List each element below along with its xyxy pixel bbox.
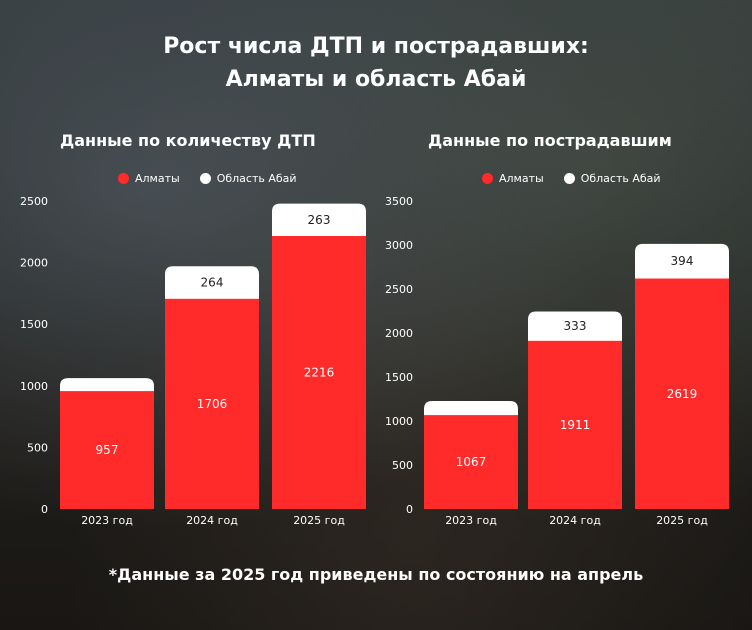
left-x-tick-label: 2024 год (186, 514, 238, 527)
legend-item-almaty: Алматы (482, 172, 544, 185)
right-y-tick-label: 0 (406, 503, 413, 516)
left-y-tick-label: 1000 (20, 380, 48, 393)
left-x-tick-label: 2025 год (293, 514, 345, 527)
footnote: *Данные за 2025 год приведены по состоян… (108, 565, 644, 584)
legend-swatch-abai (199, 173, 211, 184)
left-bar-abai (272, 203, 366, 238)
legend-label-almaty: Алматы (135, 172, 180, 185)
main-title-line-2: Алматы и область Абай (225, 67, 527, 92)
right-bar-almaty (528, 340, 622, 509)
legend-item-abai: Область Абай (199, 172, 297, 185)
right-chart-legend: Алматы Область Абай (482, 172, 681, 185)
right-y-tick-label: 1000 (385, 415, 413, 428)
legend-label-abai: Область Абай (216, 172, 297, 185)
right-bar-almaty (424, 415, 518, 509)
legend-swatch-abai (563, 173, 575, 184)
right-y-tick-label: 500 (392, 459, 413, 472)
left-y-tick-label: 1500 (20, 318, 48, 331)
left-data-label-abai: 263 (308, 213, 331, 227)
right-y-tick-label: 3500 (385, 195, 413, 208)
legend-label-almaty: Алматы (499, 172, 544, 185)
right-y-tick-label: 2000 (385, 327, 413, 340)
right-data-label-almaty: 1911 (560, 418, 591, 432)
right-y-tick-label: 3000 (385, 239, 413, 252)
right-bar-almaty (635, 278, 729, 509)
right-data-label-abai: 333 (564, 319, 587, 333)
left-data-label-almaty: 1706 (197, 397, 228, 411)
left-data-label-almaty: 957 (96, 443, 119, 457)
left-bar-almaty (165, 298, 259, 509)
right-bar-abai (528, 311, 622, 343)
left-chart-legend: Алматы Область Абай (118, 172, 317, 185)
legend-label-abai: Область Абай (580, 172, 661, 185)
main-title: Рост числа ДТП и пострадавших: Алматы и … (0, 30, 752, 96)
left-y-tick-label: 0 (41, 503, 48, 516)
left-y-tick-label: 2500 (20, 195, 48, 208)
left-bar-almaty (60, 391, 154, 509)
legend-item-abai: Область Абай (563, 172, 661, 185)
left-chart-title: Данные по количеству ДТП (60, 131, 316, 150)
left-bar-almaty (272, 235, 366, 509)
main-title-line-1: Рост числа ДТП и пострадавших: (163, 34, 589, 59)
right-y-tick-label: 2500 (385, 283, 413, 296)
right-chart-title: Данные по пострадавшим (428, 131, 672, 150)
right-x-tick-label: 2023 год (445, 514, 497, 527)
legend-swatch-almaty (118, 173, 129, 184)
right-data-label-almaty: 2619 (667, 387, 698, 401)
legend-swatch-almaty (482, 173, 493, 184)
left-bar-abai (60, 378, 154, 394)
right-data-label-almaty: 1067 (456, 455, 487, 469)
right-bar-abai (635, 243, 729, 281)
right-x-tick-label: 2025 год (656, 514, 708, 527)
right-x-tick-label: 2024 год (549, 514, 601, 527)
left-y-tick-label: 2000 (20, 257, 48, 270)
right-bar-abai (424, 401, 518, 418)
right-y-tick-label: 1500 (385, 371, 413, 384)
left-x-tick-label: 2023 год (81, 514, 133, 527)
legend-item-almaty: Алматы (118, 172, 180, 185)
left-data-label-abai: 264 (201, 276, 224, 290)
left-y-tick-label: 500 (27, 441, 48, 454)
left-data-label-almaty: 2216 (304, 365, 335, 379)
right-data-label-abai: 394 (671, 254, 694, 268)
left-bar-abai (165, 266, 259, 301)
